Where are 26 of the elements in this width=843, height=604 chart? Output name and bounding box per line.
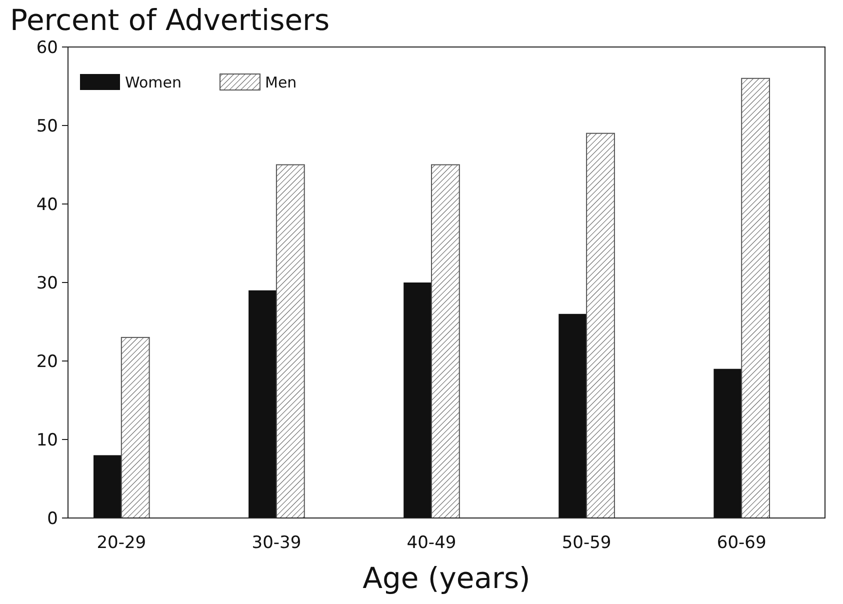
x-axis-title: Age (years) (362, 561, 530, 595)
legend-label: Men (265, 73, 297, 92)
y-tick-label: 0 (47, 508, 58, 529)
y-tick-label: 20 (36, 352, 58, 372)
bar (741, 78, 770, 518)
bar (276, 164, 305, 518)
x-tick-label: 20-29 (96, 533, 146, 553)
bar (120, 336, 150, 518)
legend-label: Women (125, 73, 182, 92)
bar (404, 282, 432, 518)
bar (431, 164, 460, 518)
y-tick-label: 60 (36, 38, 58, 58)
bar (558, 314, 587, 518)
y-tick-label: 50 (36, 116, 58, 136)
bar (94, 455, 122, 518)
y-tick-label: 10 (36, 430, 58, 450)
bar (248, 290, 276, 518)
x-tick-label: 50-59 (562, 533, 612, 553)
x-tick-label: 40-49 (406, 533, 456, 553)
x-tick-label: 60-69 (716, 533, 766, 553)
x-tick-label: 30-39 (252, 533, 302, 553)
y-tick-label: 30 (36, 273, 58, 294)
y-tick-label: 40 (36, 194, 58, 215)
chart-title: Percent of Advertisers (10, 3, 330, 37)
bar (714, 368, 742, 518)
bar (586, 132, 615, 518)
